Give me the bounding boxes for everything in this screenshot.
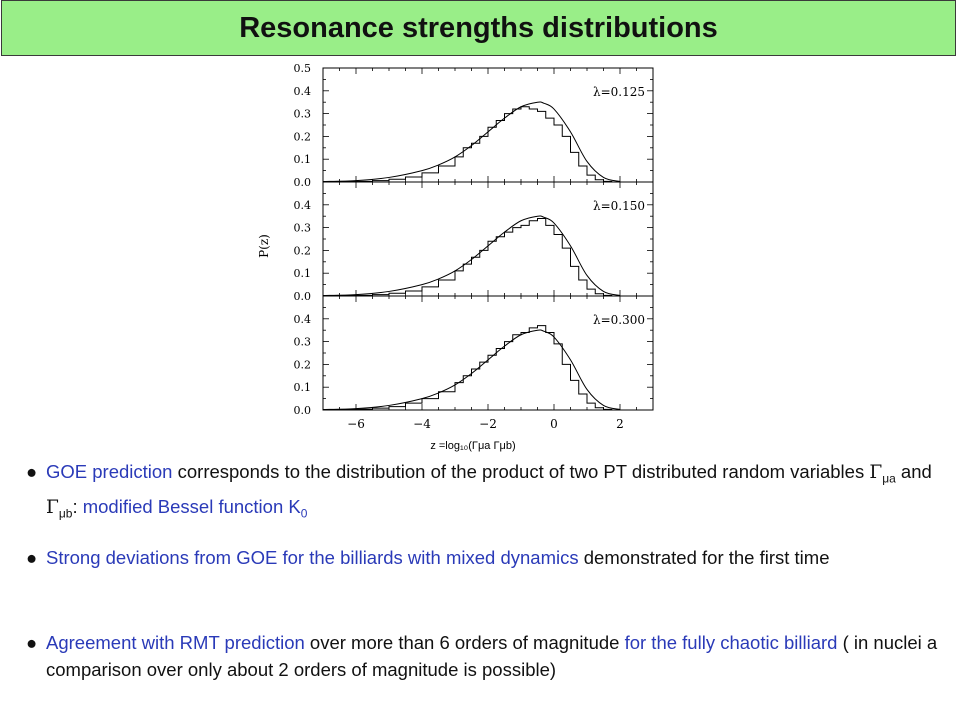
bullet-text: over more than 6 orders of magnitude xyxy=(304,632,625,653)
x-tick-label: −2 xyxy=(479,417,497,431)
y-tick-label: 0.0 xyxy=(294,290,312,303)
deviations-text: Strong deviations from GOE for the billi… xyxy=(46,547,579,568)
bullet-text: ( in nuclei a comparison over only about… xyxy=(46,632,938,680)
bullet-goe-prediction: ● GOE prediction corresponds to the dist… xyxy=(26,458,946,527)
goe-prediction-curve xyxy=(322,101,621,183)
gamma-sub-a: μa xyxy=(882,471,896,486)
goe-prediction-text: GOE prediction xyxy=(46,461,173,482)
y-tick-label: 0.4 xyxy=(294,199,312,212)
y-tick-label: 0.2 xyxy=(294,244,312,257)
rmt-agreement-text: Agreement with RMT prediction xyxy=(46,632,305,653)
y-tick-label: 0.0 xyxy=(294,404,312,417)
y-tick-label: 0.3 xyxy=(294,222,312,235)
panel-lambda-label: λ=0.300 xyxy=(593,313,645,327)
bullet-marker: ● xyxy=(26,547,38,568)
histogram-series xyxy=(339,106,613,183)
bullet-text: and xyxy=(895,461,932,482)
chaotic-billiard-text: for the fully chaotic billiard xyxy=(624,632,838,653)
panel-lambda-label: λ=0.150 xyxy=(593,199,645,213)
bullet-rmt-agreement: ● Agreement with RMT prediction over mor… xyxy=(26,629,946,683)
gamma-symbol: Γ xyxy=(46,496,59,518)
y-tick-label: 0.2 xyxy=(294,130,312,143)
bullet-text: corresponds to the distribution of the p… xyxy=(172,461,870,482)
gamma-sub-b: μb xyxy=(58,506,73,521)
x-tick-label: −6 xyxy=(347,417,365,431)
y-tick-label: 0.0 xyxy=(294,176,312,189)
histogram-series xyxy=(339,325,613,411)
y-tick-label: 0.1 xyxy=(294,381,312,394)
histogram-series xyxy=(339,217,613,297)
goe-prediction-curve xyxy=(322,215,621,297)
chart-panel-3: 0.0 0.1 0.2 0.3 0.4 λ=0.300 −6 −4 −2 0 2 xyxy=(294,295,654,431)
y-tick-label: 0.5 xyxy=(294,62,312,75)
bessel-text: modified Bessel function K xyxy=(82,495,301,517)
y-tick-label: 0.4 xyxy=(294,85,312,98)
title-bar: Resonance strengths distributions xyxy=(1,0,956,56)
panel-lambda-label: λ=0.125 xyxy=(593,85,645,99)
slide-title: Resonance strengths distributions xyxy=(239,11,718,44)
y-tick-label: 0.1 xyxy=(294,153,312,166)
goe-prediction-curve xyxy=(322,329,621,411)
x-tick-label: −4 xyxy=(413,417,431,431)
y-tick-label: 0.4 xyxy=(294,313,312,326)
bullet-strong-deviations: ● Strong deviations from GOE for the bil… xyxy=(26,544,946,571)
bullet-marker: ● xyxy=(26,632,38,653)
gamma-symbol: Γ xyxy=(869,462,883,483)
y-axis-label: P(z) xyxy=(257,234,271,258)
chart-panel-2: 0.0 0.1 0.2 0.3 0.4 λ=0.150 xyxy=(294,181,654,303)
bullet-marker: ● xyxy=(26,461,38,482)
y-tick-label: 0.2 xyxy=(294,358,312,371)
x-tick-label: 2 xyxy=(616,417,624,431)
chart-panel-1: 0.0 0.1 0.2 0.3 0.4 0.5 λ=0.125 xyxy=(294,62,654,189)
y-tick-label: 0.1 xyxy=(294,267,312,280)
bullet-text: demonstrated for the first time xyxy=(578,547,830,568)
x-tick-label: 0 xyxy=(550,417,558,431)
y-tick-label: 0.3 xyxy=(294,108,312,121)
y-tick-label: 0.3 xyxy=(294,336,312,349)
resonance-strength-figure: P(z) 0.00.10.20.30.40.5λ=0.1250.00.10.20… xyxy=(257,62,654,452)
bullet-text: : xyxy=(72,495,83,517)
x-axis-label: z =log₁₀(Γμa Γμb) xyxy=(430,440,515,452)
bessel-subscript: 0 xyxy=(300,506,308,521)
